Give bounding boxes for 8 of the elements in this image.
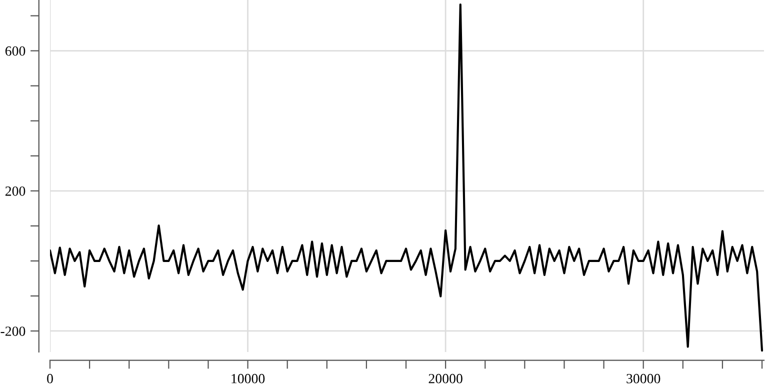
x-tick-label: 10000 — [232, 374, 265, 384]
x-tick-label: 30000 — [626, 374, 660, 384]
y-tick-label: 200 — [5, 186, 26, 196]
x-tick-label: 0 — [47, 374, 53, 384]
y-tick-label: 600 — [5, 46, 26, 56]
x-tick-label: 20000 — [428, 374, 462, 384]
y-tick-label: -200 — [0, 326, 26, 336]
line-series — [50, 4, 764, 352]
